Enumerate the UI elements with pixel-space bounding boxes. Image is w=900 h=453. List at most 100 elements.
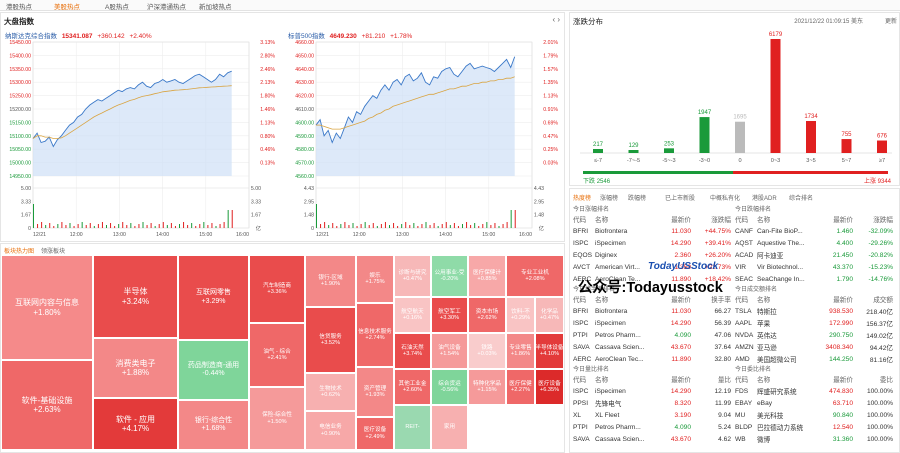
tab-a[interactable]: A股热点 <box>105 4 129 11</box>
table-row[interactable]: CANF Can-Fite BioP... 1.460 -32.09% <box>735 225 893 237</box>
heatmap-cell-pct: +2.62% <box>477 315 497 321</box>
nasdaq-chart[interactable]: 纳斯达克综合指数 15341.087 +360.142 +2.40% 15450… <box>3 28 279 240</box>
table-row[interactable]: BFRI Biofrontera 11.030 +44.75% <box>573 225 731 237</box>
tab-sector-heatmap[interactable]: 板块热力图 <box>4 249 35 255</box>
table-row[interactable]: EQOS Diginex 2.360 +26.20% <box>573 249 731 261</box>
table-cell: 2.360 <box>674 251 691 259</box>
table-row[interactable]: ISPC iSpecimen 14.290 +39.41% <box>573 237 731 249</box>
heatmap-cell[interactable]: 互联网零售 +3.29% <box>178 255 249 340</box>
table-cell: +44.75% <box>704 227 731 235</box>
table-row[interactable]: AAPL 苹果 172.990 156.37亿 <box>735 317 893 329</box>
heatmap-cell[interactable]: 半导体 +3.24% <box>93 255 178 338</box>
heatmap-cell[interactable]: 专业零售 +1.86% <box>506 333 535 369</box>
heatmap-cell[interactable]: 油气设备 +1.54% <box>431 333 468 369</box>
sp500-chart[interactable]: 标普500指数 4649.230 +81.210 +1.78% 4660.00 4… <box>286 28 562 240</box>
table-row[interactable]: FDS 辉盛研究系统 474.830 100.00% <box>735 385 893 397</box>
table-row[interactable]: VIR Vir Biotechnol... 43.370 -15.23% <box>735 261 893 273</box>
heatmap-cell[interactable]: 信息技术服务 +2.74% <box>356 303 394 367</box>
dist-datetime: 2021/12/22 01:09:15 美东 <box>794 19 863 25</box>
table-row[interactable]: AQST Aquestive The... 4.400 -29.26% <box>735 237 893 249</box>
table-row[interactable]: SEAC SeaChange In... 1.790 -14.76% <box>735 273 893 285</box>
heatmap-cell[interactable]: 医疗保健 +2.27% <box>506 369 535 405</box>
heatmap-cell[interactable]: 互联网内容与信息 +1.80% <box>1 255 93 360</box>
table-row[interactable]: AMZN 亚马逊 3408.340 94.42亿 <box>735 341 893 353</box>
ranking-tab[interactable]: 涨幅榜 <box>600 196 619 202</box>
table-row[interactable]: AVCT American Virt... 1.350 +22.73% <box>573 261 731 273</box>
tab-sg[interactable]: 新加坡热点 <box>199 4 232 11</box>
heatmap-cell[interactable]: 医疗保健计 +0.85% <box>468 255 506 297</box>
table-row[interactable]: SAVA Cassava Scien... 43.670 37.64 <box>573 341 731 353</box>
heatmap-cell[interactable]: 其他工业金 +2.60% <box>394 369 431 405</box>
heatmap-cell[interactable]: 医疗设备 +2.49% <box>356 417 394 450</box>
table-row[interactable]: MU 美光科技 90.840 100.00% <box>735 409 893 421</box>
heatmap-cell[interactable]: 航空军工 +3.30% <box>431 297 468 333</box>
heatmap-cell[interactable]: 公用事业-受 -0.20% <box>431 255 468 297</box>
heatmap-cell[interactable]: 特种化学品 +1.15% <box>468 369 506 405</box>
pager-arrows[interactable]: ‹ › <box>552 15 560 24</box>
heatmap-cell[interactable]: 石油天然 +3.74% <box>394 333 431 369</box>
heatmap-cell[interactable]: 药品制造商-通用 -0.44% <box>178 340 249 400</box>
tab-connect[interactable]: 沪深港通热点 <box>147 4 186 11</box>
heatmap-cell[interactable]: 航空航天 +0.16% <box>394 297 431 333</box>
ranking-tab[interactable]: 跌幅榜 <box>628 196 647 202</box>
heatmap-cell[interactable]: 电信业务 +0.90% <box>305 411 356 450</box>
tab-us[interactable]: 美股热点 <box>54 4 80 11</box>
heatmap-cell[interactable]: 信贷服务 +3.52% <box>305 307 356 373</box>
heatmap-cell[interactable]: 医疗设备 +6.35% <box>535 369 564 405</box>
tab-leading-sectors[interactable]: 领涨板块 <box>41 249 66 255</box>
heatmap-cell[interactable]: 资产管理 +1.93% <box>356 367 394 417</box>
ranking-tab[interactable]: 中概私有化 <box>710 196 741 202</box>
table-row[interactable]: ISPC iSpecimen 14.290 56.39 <box>573 317 731 329</box>
table-row[interactable]: BFRI Biofrontera 11.030 66.27 <box>573 305 731 317</box>
heatmap-cell[interactable]: REIT- <box>394 405 431 450</box>
heatmap-cell[interactable]: 诊断与研究 +0.47% <box>394 255 431 297</box>
heatmap-cell-pct: +0.62% <box>320 392 341 398</box>
heatmap-cell[interactable]: 消费类电子 +1.88% <box>93 338 178 398</box>
table-row[interactable]: AERC AeroClean Tec... 11.890 32.80 <box>573 353 731 365</box>
table-row[interactable]: AMD 美国超微公司 144.250 81.16亿 <box>735 353 893 365</box>
heatmap-cell[interactable]: 饮料-不 +0.29% <box>506 297 535 333</box>
table-row[interactable]: TSLA 特斯拉 938.530 218.40亿 <box>735 305 893 317</box>
heatmap-cell[interactable]: 资本市场 +2.62% <box>468 297 506 333</box>
heatmap-cell[interactable]: 汽车制造商 +3.36% <box>249 255 305 323</box>
heatmap-cell[interactable]: 银行-区域 +1.90% <box>305 255 356 307</box>
ranking-tab[interactable]: 综合排名 <box>789 196 814 202</box>
heatmap-cell[interactable]: 银行-综合性 +1.68% <box>178 400 249 450</box>
heatmap-cell[interactable]: 家用 <box>431 405 468 450</box>
table-row[interactable]: EBAY eBay 63.710 100.00% <box>735 397 893 409</box>
heatmap-cell[interactable]: 综合货运 -0.56% <box>431 369 468 405</box>
table-row[interactable]: BLDP 巴拉德动力系统 12.540 100.00% <box>735 421 893 433</box>
table-row[interactable]: NVDA 英伟达 290.750 149.02亿 <box>735 329 893 341</box>
table-row[interactable]: PTPI Petros Pharm... 4.090 47.06 <box>573 329 731 341</box>
dist-more[interactable]: 更新 <box>884 19 897 25</box>
vol-bar <box>73 226 75 228</box>
table-row[interactable]: AERC AeroClean Te... 11.890 +18.42% <box>573 273 731 285</box>
up-value: 9344 <box>877 179 891 185</box>
ranking-tab[interactable]: 已上市新股 <box>665 196 696 202</box>
table-cell: 94.42亿 <box>869 345 893 352</box>
heatmap-cell[interactable]: 软件-基础设施 +2.63% <box>1 360 93 450</box>
table-row[interactable]: SAVA Cassava Scien... 43.670 4.62 <box>573 433 731 445</box>
heatmap-cell[interactable]: 软件 - 应用 +4.17% <box>93 398 178 450</box>
table-cell: 11.030 <box>671 227 691 235</box>
heatmap-cell[interactable]: 生物技术 +0.62% <box>305 373 356 411</box>
ranking-tab[interactable]: 热度榜 <box>573 196 592 202</box>
heatmap-cell[interactable]: 半导体设备 +4.10% <box>535 333 564 369</box>
vol-bar <box>380 224 382 228</box>
pct-tick-label: 1.57% <box>543 67 558 73</box>
table-row[interactable]: ISPC iSpecimen 14.290 12.19 <box>573 385 731 397</box>
tab-hk[interactable]: 港股热点 <box>6 4 32 11</box>
table-row[interactable]: PTPI Petros Pharm... 4.090 5.24 <box>573 421 731 433</box>
heatmap-cell[interactable]: 油气 - 综合 +2.41% <box>249 323 305 387</box>
heatmap-cell[interactable]: 铁路 +0.03% <box>468 333 506 369</box>
table-cell: iSpecimen <box>595 387 626 395</box>
table-row[interactable]: WB 微博 31.360 100.00% <box>735 433 893 445</box>
table-row[interactable]: ACAD 阿卡迪亚 21.450 -20.82% <box>735 249 893 261</box>
heatmap-cell[interactable]: 化学品 +0.47% <box>535 297 564 333</box>
table-row[interactable]: XL XL Fleet 3.190 9.04 <box>573 409 731 421</box>
heatmap-cell[interactable]: 保险-综合性 +1.50% <box>249 387 305 450</box>
table-row[interactable]: PPSI 先锋电气 8.320 11.99 <box>573 397 731 409</box>
heatmap-cell[interactable]: 专业工业机 +2.08% <box>506 255 564 297</box>
ranking-tab[interactable]: 港股ADR <box>752 196 777 202</box>
heatmap-cell[interactable]: 娱乐 +1.75% <box>356 255 394 303</box>
